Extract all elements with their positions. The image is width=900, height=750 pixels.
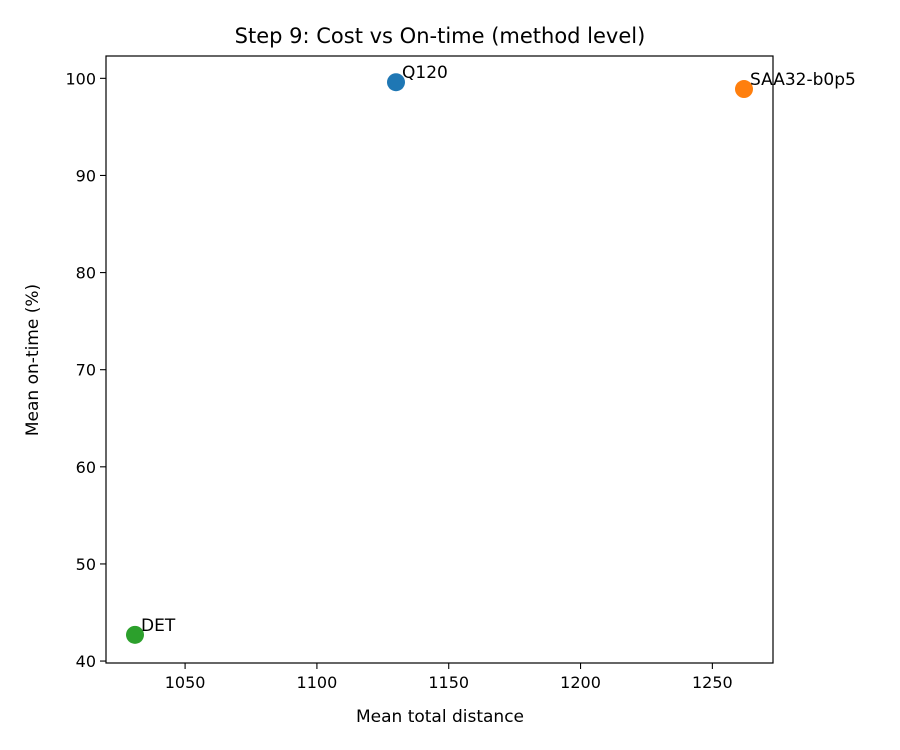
point-label: SAA32-b0p5 xyxy=(750,70,856,90)
data-points: Q120 SAA32-b0p5 DET xyxy=(126,63,856,644)
y-tick-label: 100 xyxy=(65,69,96,88)
y-tick-label: 80 xyxy=(76,264,96,283)
x-tick-label: 1250 xyxy=(692,673,733,692)
x-axis-ticks: 1050 1100 1150 1200 1250 xyxy=(165,663,733,692)
data-point xyxy=(126,625,144,644)
x-axis-label: Mean total distance xyxy=(356,707,524,727)
data-point xyxy=(387,73,405,92)
y-tick-label: 50 xyxy=(76,555,96,574)
point-label: Q120 xyxy=(402,63,448,83)
plot-area xyxy=(105,55,774,664)
x-tick-label: 1100 xyxy=(297,673,338,692)
data-point xyxy=(735,80,753,99)
y-tick-label: 90 xyxy=(76,166,96,185)
y-tick-label: 40 xyxy=(76,652,96,671)
y-axis-label: Mean on-time (%) xyxy=(23,284,43,436)
y-tick-label: 60 xyxy=(76,458,96,477)
point-label: DET xyxy=(141,616,176,636)
y-tick-label: 70 xyxy=(76,361,96,380)
scatter-chart: Step 9: Cost vs On-time (method level) 1… xyxy=(23,24,856,727)
y-axis-ticks: 40 50 60 70 80 90 100 xyxy=(65,69,106,671)
x-tick-label: 1150 xyxy=(428,673,469,692)
x-tick-label: 1050 xyxy=(165,673,206,692)
chart-title: Step 9: Cost vs On-time (method level) xyxy=(235,24,646,48)
x-tick-label: 1200 xyxy=(560,673,601,692)
